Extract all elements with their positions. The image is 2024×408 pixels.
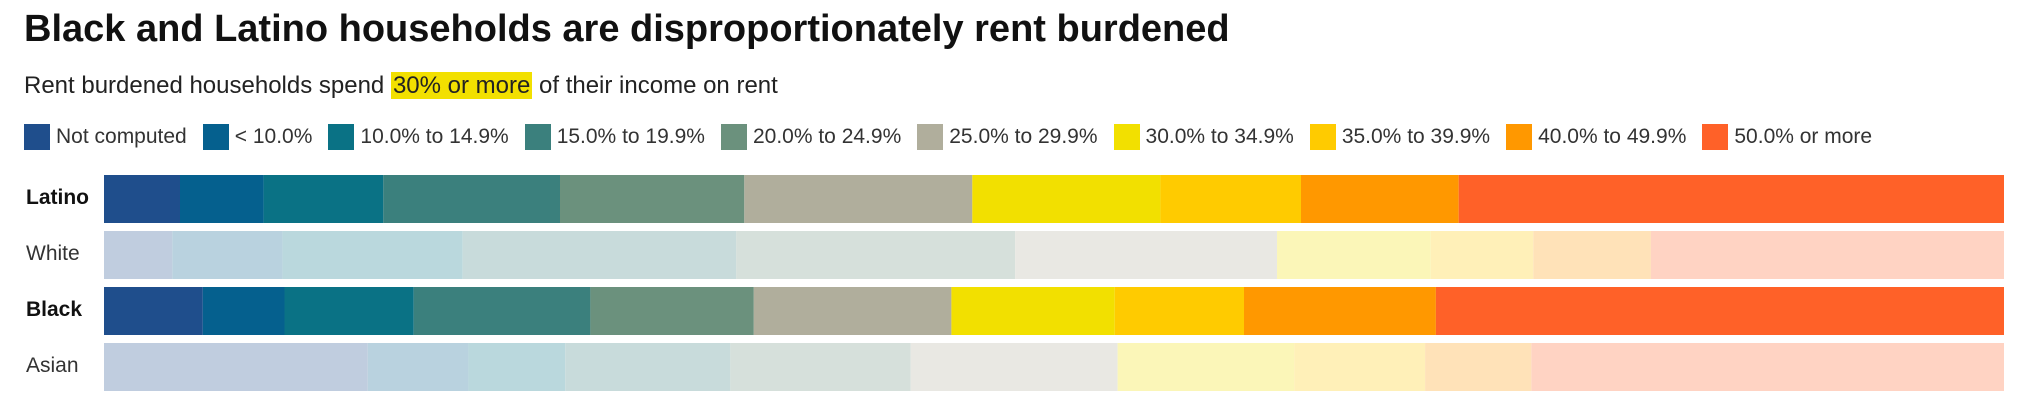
- bar-segment: [468, 343, 566, 391]
- legend-swatch: [1309, 124, 1336, 150]
- bar-segment: [1114, 287, 1244, 335]
- bar-segment: [1458, 175, 2004, 223]
- bar-segment: [1650, 231, 2004, 279]
- legend-swatch: [524, 124, 551, 150]
- bar-segment: [753, 287, 952, 335]
- legend-item: < 10.0%: [202, 124, 313, 150]
- bar-segment: [284, 287, 414, 335]
- legend-swatch: [1702, 124, 1729, 150]
- bar-segment: [413, 287, 591, 335]
- bar-segment: [744, 175, 973, 223]
- bar-segment: [1117, 343, 1295, 391]
- legend-swatch: [720, 124, 747, 150]
- legend-label: 30.0% to 34.9%: [1145, 125, 1294, 148]
- legend-item: 35.0% to 39.9%: [1309, 124, 1491, 150]
- bar-segment: [104, 175, 180, 223]
- bar-segment: [910, 343, 1118, 391]
- bar-segment: [172, 231, 283, 279]
- legend-label: 35.0% to 39.9%: [1341, 125, 1491, 148]
- legend-label: 10.0% to 14.9%: [360, 125, 509, 148]
- legend-item: Not computed: [24, 124, 187, 150]
- row-label: Black: [26, 298, 83, 321]
- bar-segment: [104, 343, 368, 391]
- legend-swatch: [917, 124, 944, 150]
- bar-segment: [263, 175, 384, 223]
- bar-segment: [1531, 343, 2004, 391]
- bar-segment: [972, 175, 1161, 223]
- bar-segment: [367, 343, 469, 391]
- subtitle-highlight: 30% or more: [390, 72, 533, 99]
- legend-item: 50.0% or more: [1702, 124, 1872, 150]
- bar-segment: [104, 287, 203, 335]
- legend-label: 20.0% to 24.9%: [752, 125, 902, 148]
- subtitle-text-before: Rent burdened households spend: [24, 72, 391, 99]
- legend-label: Not computed: [56, 125, 187, 148]
- bar-segment: [951, 287, 1115, 335]
- bar-segment: [104, 231, 173, 279]
- legend-item: 15.0% to 19.9%: [524, 124, 705, 150]
- legend-swatch: [328, 124, 355, 150]
- chart-title: Black and Latino households are dispropo…: [24, 8, 1230, 50]
- legend-swatch: [1506, 124, 1533, 150]
- legend-item: 30.0% to 34.9%: [1113, 124, 1294, 150]
- bar-segment: [1301, 175, 1459, 223]
- legend-item: 40.0% to 49.9%: [1506, 124, 1686, 150]
- bar-segment: [1430, 231, 1534, 279]
- bar-segment: [560, 175, 745, 223]
- legend-label: 50.0% or more: [1734, 125, 1873, 148]
- legend-label: 40.0% to 49.9%: [1538, 125, 1687, 148]
- legend-item: 20.0% to 24.9%: [720, 124, 902, 150]
- legend-label: < 10.0%: [234, 125, 313, 148]
- bar-segment: [1294, 343, 1426, 391]
- legend-item: 25.0% to 29.9%: [917, 124, 1098, 150]
- row-label: White: [26, 242, 80, 265]
- subtitle-text-after: of their income on rent: [532, 72, 778, 99]
- bar-segment: [1015, 231, 1278, 279]
- row-label: Asian: [26, 354, 79, 377]
- chart-legend: Not computed < 10.0% 10.0% to 14.9% 15.0% t…: [24, 124, 1888, 150]
- bar-segment: [282, 231, 463, 279]
- bar-segment: [730, 343, 911, 391]
- bar-segment: [202, 287, 285, 335]
- bar-segment: [1277, 231, 1431, 279]
- bar-segment: [1435, 287, 2004, 335]
- bar-segment: [1425, 343, 1532, 391]
- bar-segment: [1244, 287, 1436, 335]
- row-label: Latino: [26, 186, 89, 209]
- legend-label: 25.0% to 29.9%: [949, 125, 1098, 148]
- legend-item: 10.0% to 14.9%: [328, 124, 509, 150]
- bar-segment: [1160, 175, 1301, 223]
- bar-segment: [565, 343, 731, 391]
- bar-segment: [736, 231, 1016, 279]
- bar-segment: [383, 175, 560, 223]
- bar-segment: [590, 287, 754, 335]
- bar-segment: [1533, 231, 1651, 279]
- legend-label: 15.0% to 19.9%: [556, 125, 705, 148]
- legend-swatch: [24, 124, 50, 150]
- legend-swatch: [202, 124, 229, 150]
- chart-subtitle: Rent burdened households spend 30% or mo…: [24, 72, 778, 100]
- bar-segment: [180, 175, 264, 223]
- bar-segment: [462, 231, 737, 279]
- legend-swatch: [1113, 124, 1140, 150]
